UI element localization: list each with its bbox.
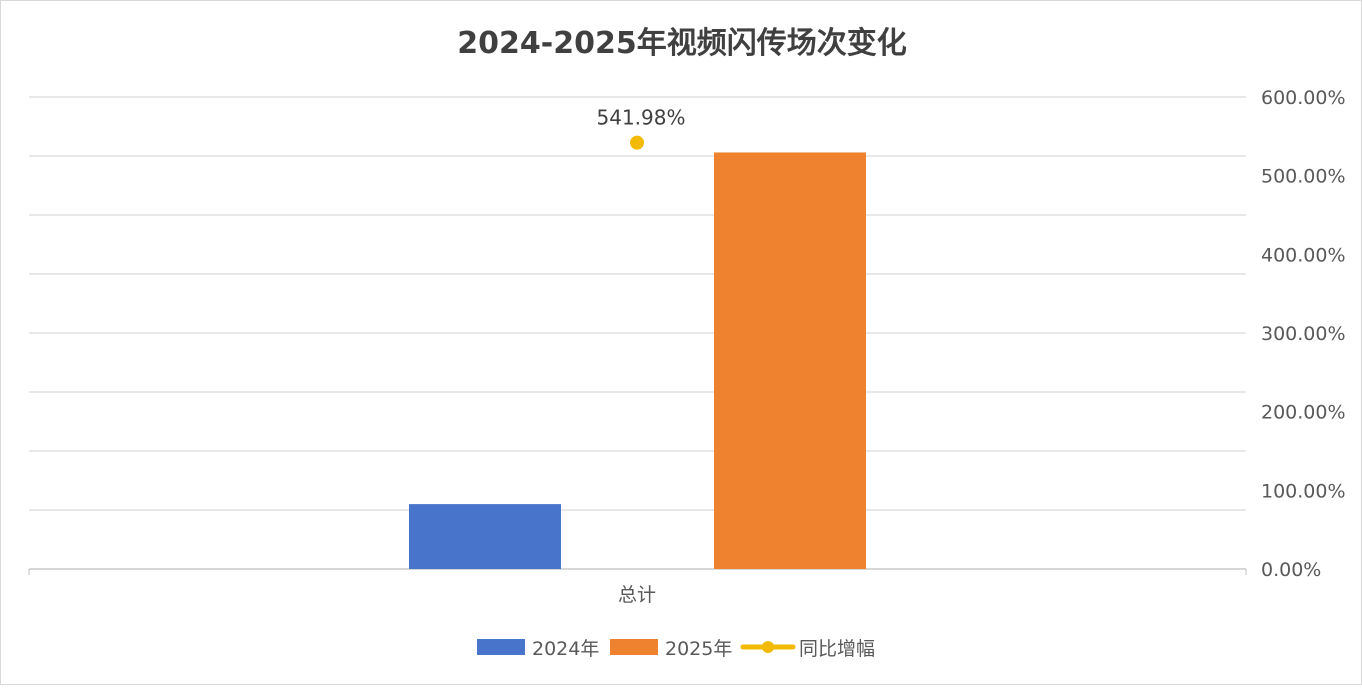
chart-title: 2024-2025年视频闪传场次变化: [457, 26, 906, 61]
legend-label-growth: 同比增幅: [799, 638, 875, 660]
y-tick-label: 500.00%: [1261, 166, 1346, 188]
bar-2024年: [409, 504, 561, 569]
legend-label-2024: 2024年: [532, 638, 599, 660]
gridlines: [28, 96, 1247, 575]
x-tick-label: 总计: [618, 584, 656, 606]
bars: [409, 152, 866, 569]
y-tick-label: 300.00%: [1261, 323, 1346, 345]
line-point: [630, 135, 644, 150]
legend: 2024年 2025年 同比增幅: [477, 638, 875, 660]
line-series: 541.98%: [597, 106, 686, 150]
data-label: 541.98%: [597, 106, 686, 130]
y-tick-label: 0.00%: [1261, 559, 1321, 581]
legend-label-2025: 2025年: [665, 638, 732, 660]
legend-swatch-2024: [477, 639, 525, 655]
y-tick-label: 200.00%: [1261, 402, 1346, 424]
legend-swatch-2025: [610, 639, 658, 655]
legend-marker-growth: [762, 641, 774, 653]
y-axis-right: 0.00% 100.00% 200.00% 300.00% 400.00% 500.00%…: [1261, 87, 1346, 581]
y-tick-label: 100.00%: [1261, 480, 1346, 502]
y-tick-label: 400.00%: [1261, 244, 1346, 266]
bar-2025年: [714, 152, 866, 569]
y-tick-label: 600.00%: [1261, 87, 1346, 109]
